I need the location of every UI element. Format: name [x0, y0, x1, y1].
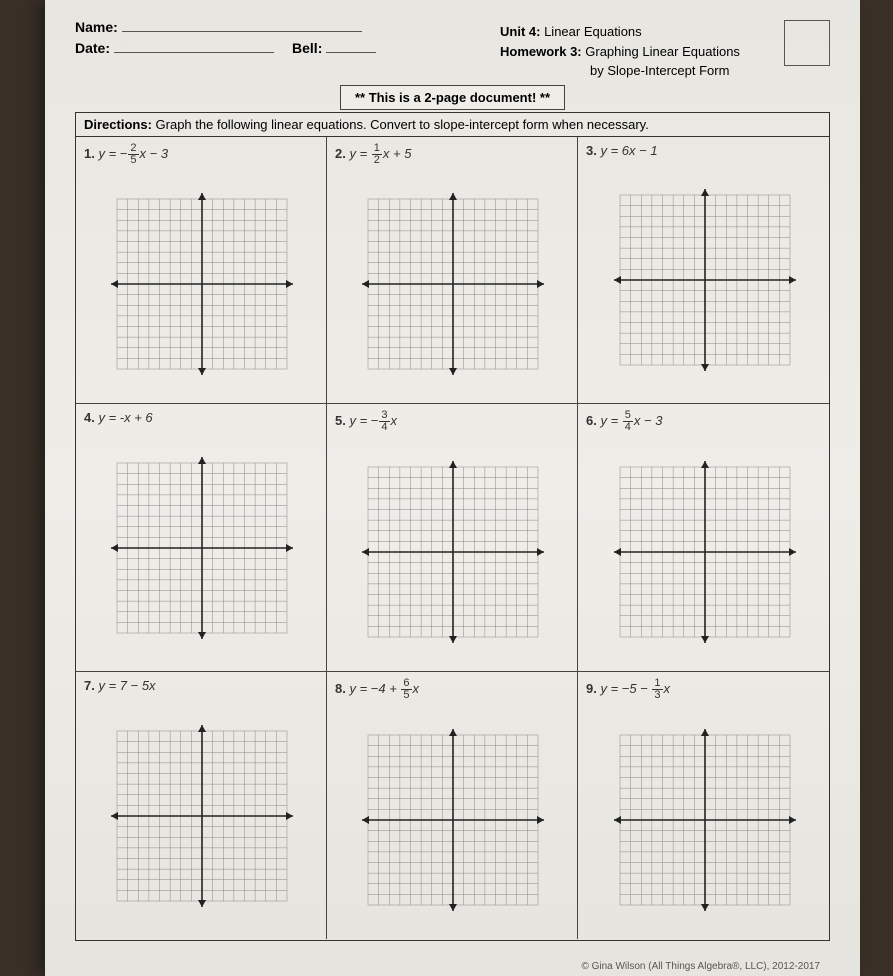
problem-number: 4. — [84, 410, 95, 425]
unit-title: Linear Equations — [544, 24, 642, 39]
coordinate-grid — [353, 452, 553, 652]
problem-equation: 6. y = 54x − 3 — [586, 410, 823, 433]
homework-sub: by Slope-Intercept Form — [500, 61, 830, 81]
unit-label: Unit 4: — [500, 24, 540, 39]
problem-number: 1. — [84, 145, 95, 160]
bell-blank — [326, 39, 376, 53]
problem-number: 9. — [586, 681, 597, 696]
graph-area — [335, 705, 571, 936]
coordinate-grid — [353, 720, 553, 920]
problem-equation: 2. y = 12x + 5 — [335, 143, 571, 166]
problem-equation: 4. y = -x + 6 — [84, 410, 320, 425]
coordinate-grid — [605, 720, 805, 920]
problem-cell: 5. y = −34x — [327, 404, 578, 672]
problem-equation: 5. y = −34x — [335, 410, 571, 433]
date-label: Date: — [75, 40, 110, 56]
coordinate-grid — [605, 452, 805, 652]
coordinate-grid — [605, 180, 805, 380]
graph-area — [586, 705, 823, 936]
worksheet-page: Name: Date: Bell: Unit 4: Linear Equatio… — [45, 0, 860, 976]
problem-equation: 8. y = −4 + 65x — [335, 678, 571, 701]
problem-cell: 3. y = 6x − 1 — [578, 137, 829, 405]
score-box — [784, 20, 830, 66]
fraction: 25 — [128, 143, 138, 166]
coordinate-grid — [102, 184, 302, 384]
problem-number: 2. — [335, 145, 346, 160]
fraction: 54 — [623, 410, 633, 433]
fraction: 34 — [379, 410, 389, 433]
header: Name: Date: Bell: Unit 4: Linear Equatio… — [75, 18, 830, 81]
problem-number: 6. — [586, 413, 597, 428]
bell-label: Bell: — [292, 40, 322, 56]
copyright-footer: © Gina Wilson (All Things Algebra®, LLC)… — [581, 961, 820, 972]
coordinate-grid — [102, 716, 302, 916]
graph-area — [335, 170, 571, 400]
problems-grid: 1. y = −25x − 3 2. y = 12x + 5 3. y = 6x… — [75, 136, 830, 941]
header-right: Unit 4: Linear Equations Homework 3: Gra… — [500, 22, 830, 81]
homework-line: Homework 3: Graphing Linear Equations — [500, 42, 830, 62]
problem-equation: 1. y = −25x − 3 — [84, 143, 320, 166]
directions-text: Graph the following linear equations. Co… — [156, 117, 649, 132]
graph-area — [586, 437, 823, 667]
problem-cell: 6. y = 54x − 3 — [578, 404, 829, 672]
problem-equation: 3. y = 6x − 1 — [586, 143, 823, 158]
header-left: Name: Date: Bell: — [75, 18, 500, 60]
unit-line: Unit 4: Linear Equations — [500, 22, 830, 42]
problem-cell: 1. y = −25x − 3 — [76, 137, 327, 405]
fraction: 13 — [652, 678, 662, 701]
fraction: 65 — [401, 678, 411, 701]
date-blank — [114, 39, 274, 53]
date-field: Date: Bell: — [75, 39, 500, 56]
coordinate-grid — [102, 448, 302, 648]
graph-area — [335, 437, 571, 667]
problem-cell: 4. y = -x + 6 — [76, 404, 327, 672]
problem-number: 7. — [84, 678, 95, 693]
homework-label: Homework 3: — [500, 44, 582, 59]
graph-area — [84, 697, 320, 936]
directions-label: Directions: — [84, 117, 152, 132]
problem-number: 8. — [335, 681, 346, 696]
problem-cell: 2. y = 12x + 5 — [327, 137, 578, 405]
problem-equation: 9. y = −5 − 13x — [586, 678, 823, 701]
homework-title: Graphing Linear Equations — [585, 44, 740, 59]
problem-cell: 8. y = −4 + 65x — [327, 672, 578, 940]
fraction: 12 — [372, 143, 382, 166]
problem-equation: 7. y = 7 − 5x — [84, 678, 320, 693]
name-label: Name: — [75, 19, 118, 35]
coordinate-grid — [353, 184, 553, 384]
problem-cell: 9. y = −5 − 13x — [578, 672, 829, 940]
notice-wrap: ** This is a 2-page document! ** — [75, 85, 830, 110]
problem-number: 5. — [335, 413, 346, 428]
name-field: Name: — [75, 18, 500, 35]
graph-area — [84, 170, 320, 400]
page-notice: ** This is a 2-page document! ** — [340, 85, 565, 110]
graph-area — [586, 162, 823, 400]
problem-cell: 7. y = 7 − 5x — [76, 672, 327, 940]
graph-area — [84, 429, 320, 667]
name-blank — [122, 18, 362, 32]
problem-number: 3. — [586, 143, 597, 158]
directions-bar: Directions: Graph the following linear e… — [75, 112, 830, 136]
